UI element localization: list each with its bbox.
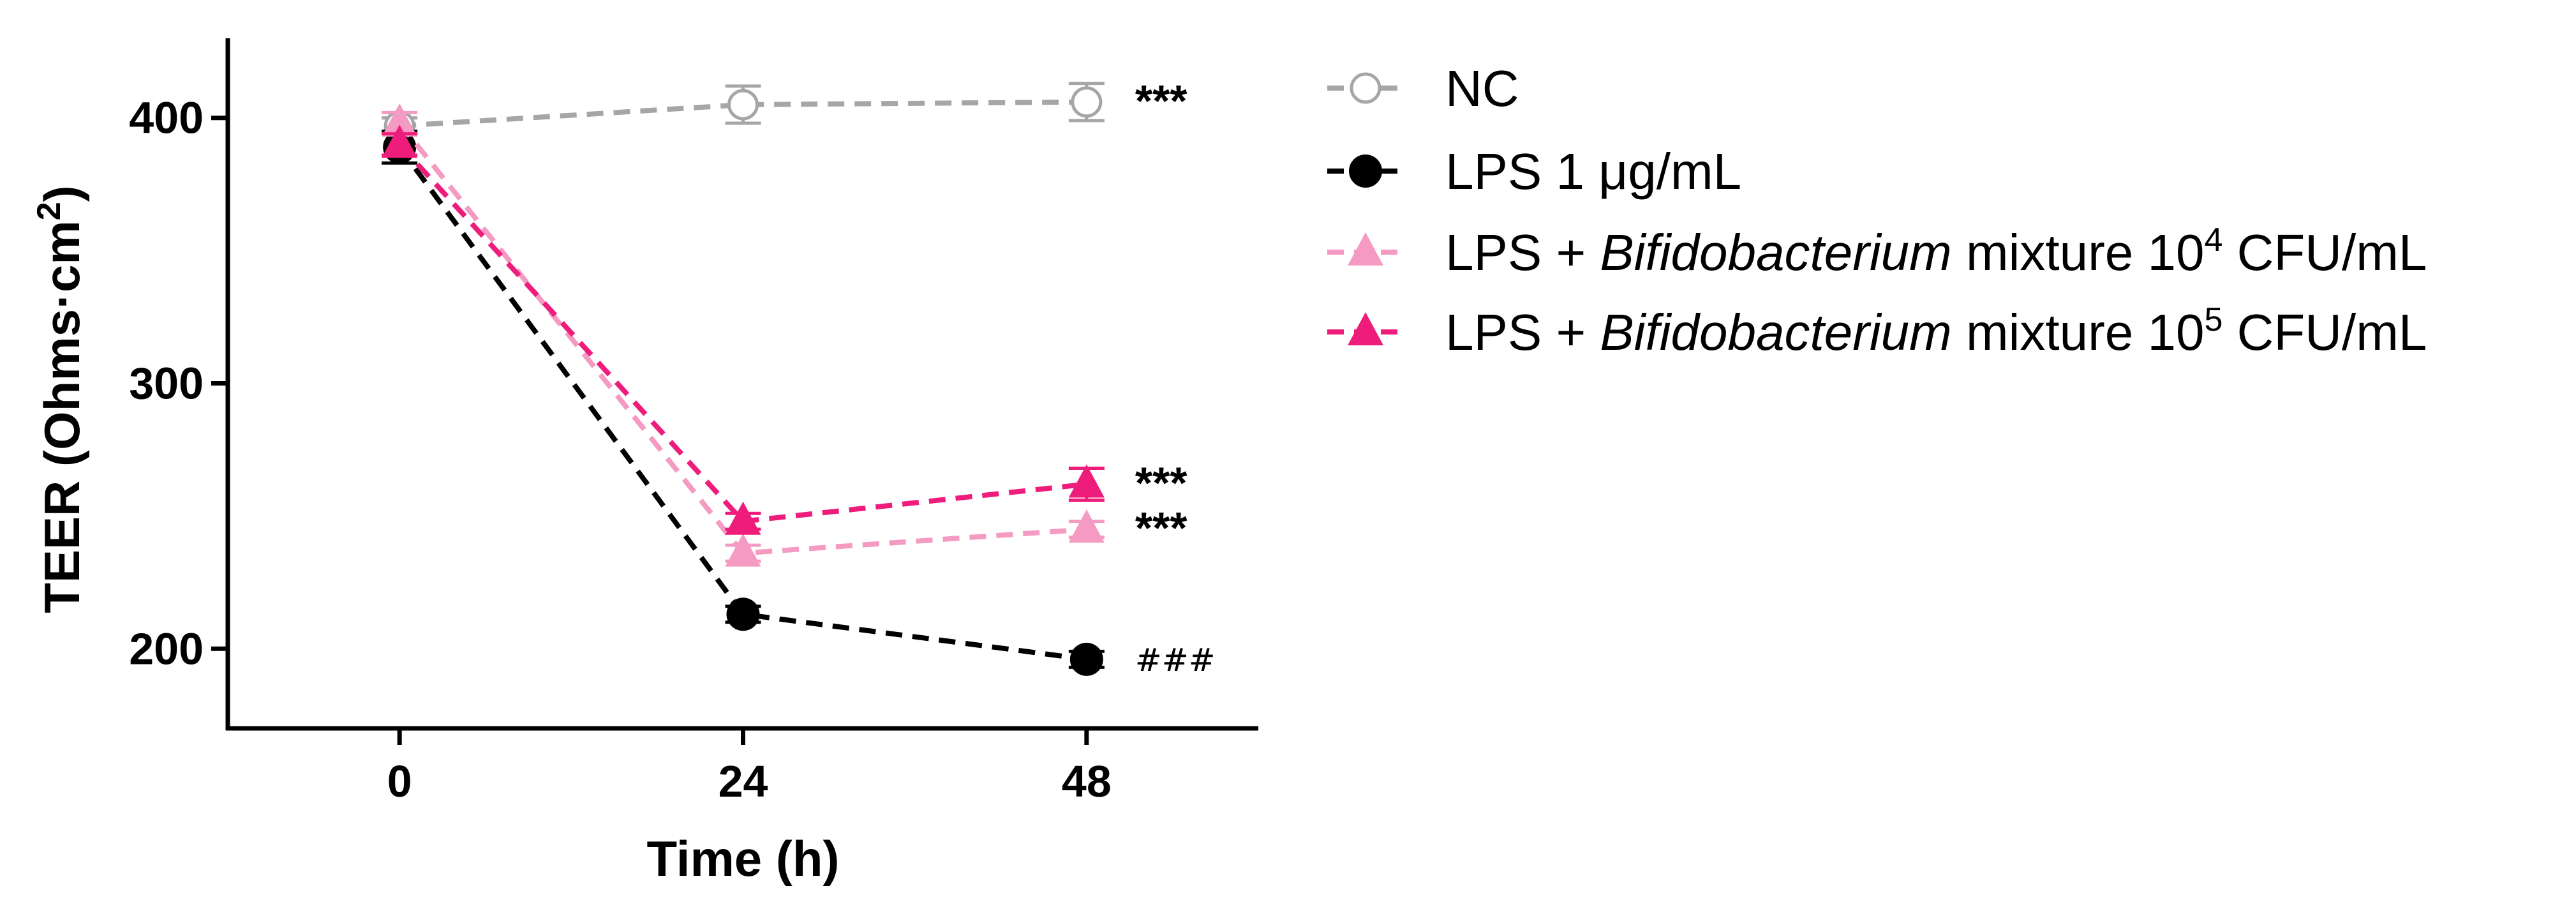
annotation-bifido4: ***: [1135, 503, 1187, 553]
series-line-lps: [397, 146, 1087, 662]
legend-label-mid: mixture 10: [1952, 304, 2205, 361]
annotation-lps: ###: [1135, 642, 1216, 679]
legend-label-italic: Bifidobacterium: [1600, 224, 1951, 281]
y-axis-title-main: TEER (Ohms·cm: [34, 220, 90, 613]
y-tick-label-200: 200: [129, 624, 204, 673]
point-nc-48: [1071, 86, 1103, 118]
legend-marker-nc: [1350, 72, 1381, 104]
legend-label-pre: LPS +: [1445, 224, 1600, 281]
series-line-bifido5: [398, 142, 1087, 524]
legend-label-sup: 5: [2204, 301, 2222, 338]
point-lps-48: [1069, 642, 1103, 676]
legend-label-pre: NC: [1445, 60, 1519, 117]
legend-label-bifido4: LPS + Bifidobacterium mixture 104 CFU/mL: [1445, 222, 2427, 281]
series-bifido5: ***: [382, 124, 1187, 535]
y-tick-label-400: 400: [129, 93, 204, 143]
legend-marker-lps: [1349, 154, 1382, 188]
y-axis-title: TEER (Ohms·cm2): [31, 185, 90, 613]
point-bifido5-48: [1068, 464, 1105, 498]
x-tick-label-0: 0: [387, 756, 412, 806]
legend-marker-bifido4: [1348, 232, 1383, 266]
legend-entry-bifido4: LPS + Bifidobacterium mixture 104 CFU/mL: [1327, 222, 2427, 281]
point-bifido5-24: [725, 501, 761, 535]
legend-entry-nc: NC: [1327, 60, 1519, 117]
legend-entry-bifido5: LPS + Bifidobacterium mixture 105 CFU/mL: [1327, 301, 2427, 361]
legend-label-sup: 4: [2204, 222, 2222, 259]
series-line-bifido4: [398, 121, 1087, 556]
legend-label-pre: LPS 1 μg/mL: [1445, 143, 1741, 200]
legend-entry-lps: LPS 1 μg/mL: [1327, 143, 1741, 200]
x-axis-title: Time (h): [647, 830, 840, 887]
annotation-bifido5: ***: [1135, 458, 1187, 507]
series-layer: ***###******: [382, 76, 1216, 679]
point-nc-24: [727, 89, 759, 121]
axes: 200 300 400 0 24 48 Time (h) TEER (Ohms·cm2): [31, 38, 1258, 887]
x-tick-label-24: 24: [718, 756, 768, 806]
annotation-nc: ***: [1135, 76, 1187, 126]
series-bifido4: ***: [382, 103, 1187, 567]
legend-label-post: CFU/mL: [2222, 224, 2427, 281]
point-lps-24: [726, 597, 760, 631]
series-nc: ***: [382, 76, 1187, 142]
legend-label-nc: NC: [1445, 60, 1519, 117]
series-lps: ###: [382, 130, 1216, 679]
series-line-nc: [399, 99, 1087, 129]
point-bifido5-0: [382, 124, 418, 158]
y-axis-title-sup: 2: [31, 202, 68, 220]
x-tick-label-48: 48: [1062, 756, 1112, 806]
legend-label-pre: LPS +: [1445, 304, 1600, 361]
point-bifido4-48: [1068, 509, 1105, 543]
point-bifido4-24: [725, 533, 761, 567]
legend-label-italic: Bifidobacterium: [1600, 304, 1951, 361]
legend-label-lps: LPS 1 μg/mL: [1445, 143, 1741, 200]
y-axis-title-close: ): [34, 185, 90, 202]
legend-marker-bifido5: [1348, 312, 1383, 345]
y-tick-label-300: 300: [129, 359, 204, 409]
legend-label-post: CFU/mL: [2222, 304, 2427, 361]
point-bifido4-0: [382, 103, 418, 137]
legend: NC LPS 1 μg/mL LPS + Bifidobacterium mixtu…: [1327, 60, 2427, 361]
legend-label-bifido5: LPS + Bifidobacterium mixture 105 CFU/mL: [1445, 301, 2427, 361]
legend-label-mid: mixture 10: [1952, 224, 2205, 281]
